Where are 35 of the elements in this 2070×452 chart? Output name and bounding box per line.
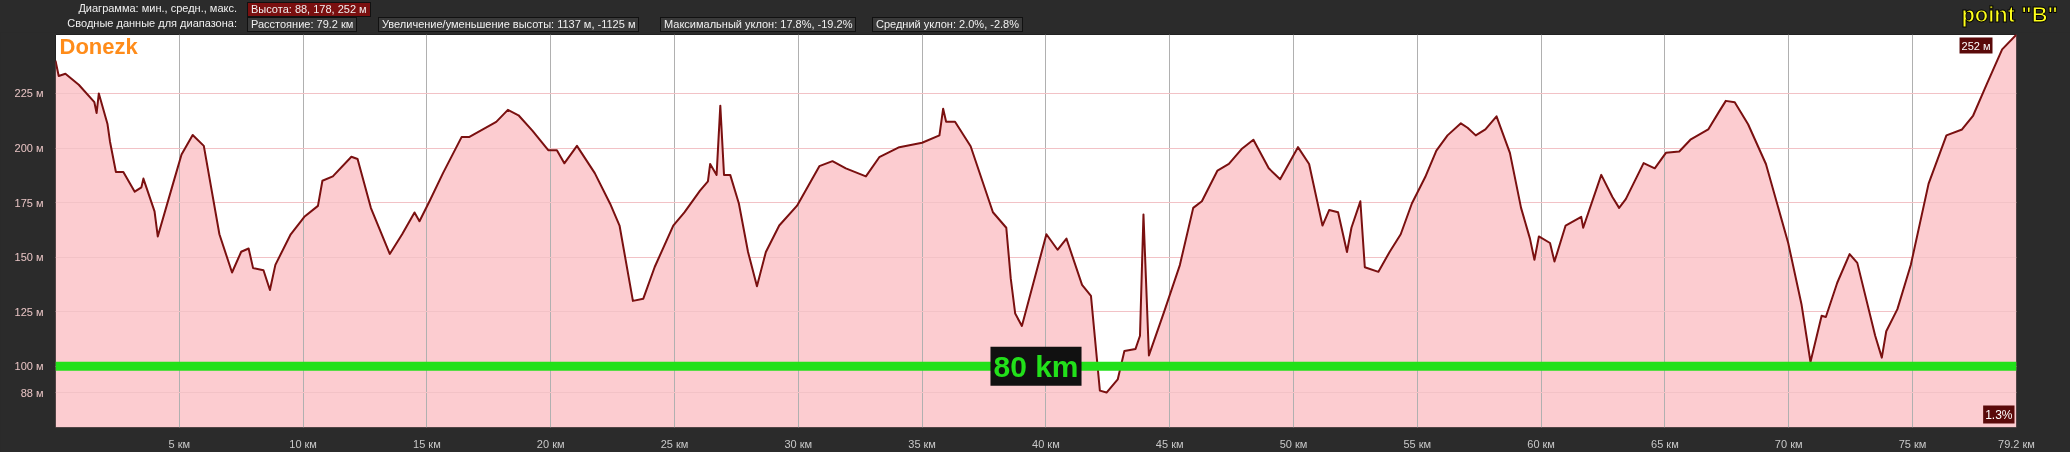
x-tick-label: 15 км bbox=[413, 437, 441, 450]
y-tick-label: 225 м bbox=[14, 87, 44, 100]
text: point "B" bbox=[1961, 2, 2058, 28]
text: Диаграмма: мин., средн., макс. bbox=[77, 2, 238, 15]
x-tick-label: 5 км bbox=[168, 437, 191, 450]
text: Расстояние: 79.2 км bbox=[247, 17, 358, 32]
text: Максимальный уклон: 17.8%, -19.2% bbox=[660, 17, 857, 32]
x-tick-label: 55 км bbox=[1403, 437, 1432, 450]
x-tick-label: 75 км bbox=[1898, 437, 1927, 450]
x-tick-label: 79.2 км bbox=[1998, 437, 2035, 450]
x-tick-label: 50 км bbox=[1279, 437, 1308, 450]
y-tick-label: 150 м bbox=[14, 251, 44, 264]
x-tick-label: 10 км bbox=[289, 437, 317, 450]
y-tick-label: 200 м bbox=[14, 142, 44, 155]
x-tick-label: 35 км bbox=[908, 437, 936, 450]
text: Средний уклон: 2.0%, -2.8% bbox=[872, 17, 1023, 32]
x-tick-label: 40 км bbox=[1032, 437, 1060, 450]
annotation: Donezk bbox=[59, 33, 139, 59]
annotation: 252 м bbox=[1961, 39, 1991, 52]
y-tick-label: 88 м bbox=[20, 386, 44, 399]
x-tick-label: 60 км bbox=[1527, 437, 1555, 450]
y-tick-label: 100 м bbox=[14, 360, 44, 373]
text: Сводные данные для диапазона: bbox=[66, 17, 238, 30]
x-tick-label: 65 км bbox=[1651, 437, 1679, 450]
ref-line-label: 80 km bbox=[993, 349, 1079, 383]
text: Высота: 88, 178, 252 м bbox=[247, 2, 371, 17]
x-tick-label: 25 км bbox=[660, 437, 689, 450]
y-tick-label: 125 м bbox=[14, 305, 44, 318]
x-tick-label: 30 км bbox=[784, 437, 813, 450]
text: Увеличение/уменьшение высоты: 1137 м, -1125 м bbox=[378, 17, 640, 32]
x-tick-label: 20 км bbox=[536, 437, 565, 450]
x-tick-label: 45 км bbox=[1155, 437, 1184, 450]
annotation: 1.3% bbox=[1985, 407, 2013, 422]
x-tick-label: 70 км bbox=[1774, 437, 1803, 450]
y-tick-label: 175 м bbox=[14, 196, 44, 209]
